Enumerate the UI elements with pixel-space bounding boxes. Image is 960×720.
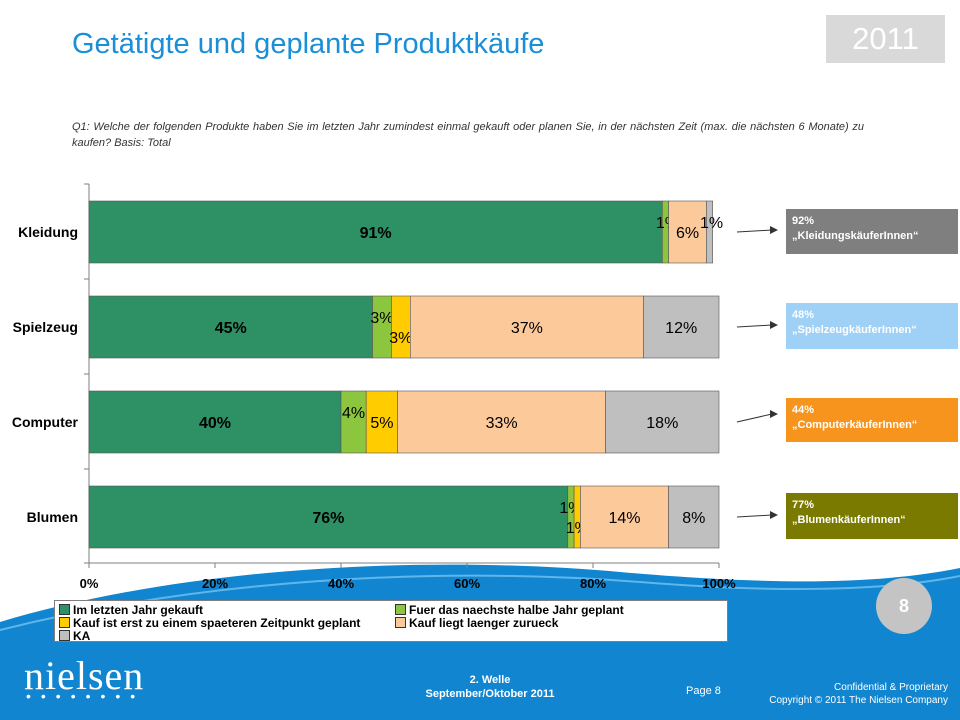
- x-tick-label: 100%: [702, 576, 736, 591]
- callout-percent: 48%: [792, 309, 815, 321]
- x-tick-label: 20%: [202, 576, 228, 591]
- data-label: 8%: [682, 510, 705, 527]
- data-label: 6%: [676, 225, 699, 242]
- nielsen-logo: nielsen: [24, 653, 145, 698]
- bar-segment: [573, 485, 581, 549]
- callout-box: 44% „ComputerkäuferInnen“: [786, 398, 958, 442]
- x-tick-label: 60%: [454, 576, 480, 591]
- bar-segment: [88, 390, 342, 454]
- callout-box: 92% „KleidungskäuferInnen“: [786, 209, 958, 254]
- x-tick-label: 40%: [328, 576, 354, 591]
- legend-swatch: [59, 604, 70, 615]
- legend-label: Fuer das naechste halbe Jahr geplant: [409, 603, 624, 617]
- legend-label: KA: [73, 629, 91, 643]
- bar-segment: [88, 200, 663, 264]
- legend-item: KA: [59, 630, 90, 642]
- callout-box: 48% „SpielzeugkäuferInnen“: [786, 303, 958, 349]
- legend-swatch: [59, 630, 70, 641]
- bar-segment: [391, 295, 411, 359]
- bar-segment: [372, 295, 392, 359]
- callout-arrow-line: [736, 324, 773, 328]
- stacked-bar-chart: 0% 20% 40% 60% 80% 100%Kleidung 91%1%6%1%Spiel…: [12, 183, 778, 591]
- data-label: 76%: [312, 510, 344, 527]
- callout-percent: 77%: [792, 499, 815, 511]
- bar-segment: [580, 485, 669, 549]
- bar-segment: [409, 295, 644, 359]
- data-label: 3%: [389, 330, 412, 347]
- bar-segment: [365, 390, 399, 454]
- page-title: Getätigte und geplante Produktkäufe: [72, 28, 545, 60]
- legend-label: Im letzten Jahr gekauft: [73, 603, 204, 617]
- data-label: 3%: [370, 310, 393, 327]
- data-label: 45%: [215, 320, 247, 337]
- bar-segment: [88, 485, 569, 549]
- callout-label: „SpielzeugkäuferInnen“: [792, 324, 917, 336]
- legend-label: Kauf ist erst zu einem spaeteren Zeitpun…: [73, 616, 361, 630]
- data-label: 5%: [370, 415, 393, 432]
- callout-arrow-line: [736, 229, 773, 233]
- bar-segment: [668, 200, 707, 264]
- chart-legend: Im letzten Jahr gekauft Fuer das naechste…: [54, 600, 728, 642]
- wave-line-2: September/Oktober 2011: [425, 688, 555, 700]
- logo-dots: ••••••••: [26, 688, 146, 704]
- callout-label: „BlumenkäuferInnen“: [792, 514, 906, 526]
- callout-label: „ComputerkäuferInnen“: [792, 419, 918, 431]
- data-label: 1%: [700, 215, 723, 232]
- bar-segment: [605, 390, 720, 454]
- callout-percent: 44%: [792, 404, 815, 416]
- legend-item: Kauf ist erst zu einem spaeteren Zeitpun…: [59, 617, 360, 629]
- x-tick-label: 80%: [580, 576, 606, 591]
- x-tick-label: 0%: [80, 576, 99, 591]
- legend-swatch: [395, 617, 406, 628]
- year-badge: 2011: [826, 15, 945, 63]
- copyright-text: Copyright © 2011 The Nielsen Company: [769, 695, 948, 706]
- bar-segment: [661, 200, 669, 264]
- callout-arrow-head: [770, 511, 778, 519]
- bar-segment: [643, 295, 720, 359]
- legend-item: Im letzten Jahr gekauft: [59, 604, 203, 616]
- callout-arrow-line: [736, 514, 773, 518]
- confidential-text: Confidential & Proprietary: [834, 682, 948, 693]
- wave-line-1: 2. Welle: [469, 674, 511, 686]
- survey-question: Q1: Welche der folgenden Produkte haben …: [72, 121, 864, 149]
- data-label: 12%: [665, 320, 697, 337]
- bar-segment: [567, 485, 575, 549]
- data-label: 37%: [511, 320, 543, 337]
- callout-arrow-line: [736, 413, 773, 423]
- callout-percent: 92%: [792, 215, 815, 227]
- callout-box: 77% „BlumenkäuferInnen“: [786, 493, 958, 539]
- callout-arrow-head: [770, 226, 778, 234]
- wave-label: 2. Welle September/Oktober 2011: [380, 673, 600, 701]
- data-label: 18%: [646, 415, 678, 432]
- callout-arrow-head: [770, 410, 778, 418]
- category-label: Blumen: [27, 509, 78, 525]
- bar-segment: [340, 390, 367, 454]
- bar-segment: [88, 295, 373, 359]
- category-label: Computer: [12, 414, 79, 430]
- callout-arrow-head: [770, 321, 778, 329]
- data-label: 33%: [486, 415, 518, 432]
- category-label: Kleidung: [18, 224, 78, 240]
- bar-segment: [397, 390, 606, 454]
- bar-segment: [706, 200, 714, 264]
- legend-label: Kauf liegt laenger zurueck: [409, 616, 559, 630]
- page-label: Page 8: [686, 685, 721, 697]
- callout-label: „KleidungskäuferInnen“: [792, 230, 919, 242]
- data-label: 91%: [360, 225, 392, 242]
- legend-item: Fuer das naechste halbe Jahr geplant: [395, 604, 624, 616]
- category-label: Spielzeug: [13, 319, 78, 335]
- data-label: 40%: [199, 415, 231, 432]
- legend-swatch: [395, 604, 406, 615]
- legend-item: Kauf liegt laenger zurueck: [395, 617, 558, 629]
- legend-swatch: [59, 617, 70, 628]
- page-number-circle: 8: [876, 578, 932, 634]
- bar-segment: [668, 485, 720, 549]
- data-label: 4%: [342, 405, 365, 422]
- confidential-notice: Confidential & Proprietary Copyright © 2…: [760, 681, 948, 707]
- data-label: 14%: [608, 510, 640, 527]
